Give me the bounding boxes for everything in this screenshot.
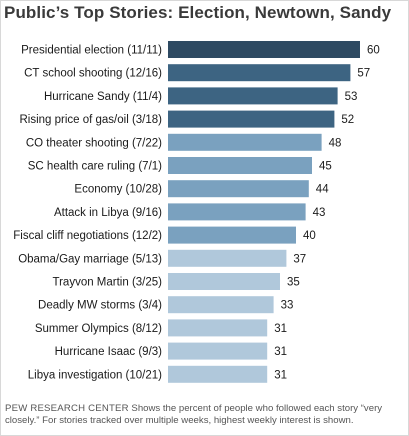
value-label: 44 [316,184,329,196]
bar [168,87,338,105]
value-label: 48 [329,137,342,149]
category-label: CO theater shooting (7/22) [26,137,162,149]
bar [168,249,287,267]
bar [168,180,309,198]
bar [168,203,306,221]
chart-title: Public’s Top Stories: Election, Newtown,… [4,3,392,22]
value-label: 31 [274,323,287,335]
category-label: Summer Olympics (8/12) [35,323,162,335]
value-label: 31 [274,369,287,381]
category-label: Trayvon Martin (3/25) [53,277,163,289]
category-label: Obama/Gay marriage (5/13) [18,253,162,265]
category-label: Presidential election (11/11) [21,45,162,57]
bar [168,64,351,82]
bar [168,273,280,290]
bar [168,41,360,58]
footnote: PEW RESEARCH CENTER Shows the percent of… [5,403,405,427]
category-label: Attack in Libya (9/16) [54,207,162,219]
bar [168,133,322,151]
category-label: SC health care ruling (7/1) [28,161,162,173]
category-label: Fiscal cliff negotiations (12/2) [13,230,162,242]
value-label: 31 [274,346,287,358]
value-label: 33 [281,300,294,312]
bar [168,226,296,244]
bar [168,157,312,174]
value-label: 60 [367,45,380,57]
value-label: 45 [319,161,332,173]
bar [168,342,268,360]
category-label: Economy (10/28) [74,184,162,196]
value-label: 57 [357,68,370,80]
footnote-text: Shows the percent of people who followed… [5,403,383,426]
category-label: Hurricane Isaac (9/3) [55,346,163,358]
value-label: 52 [341,114,354,126]
value-label: 40 [303,230,316,242]
value-label: 35 [287,277,300,289]
bar [168,365,268,383]
category-label: Hurricane Sandy (11/4) [44,91,162,103]
category-label: Libya investigation (10/21) [28,369,162,381]
value-label: 43 [313,207,326,219]
bar [168,296,274,314]
bar [168,110,335,128]
footnote-source: PEW RESEARCH CENTER [5,403,129,414]
category-label: Rising price of gas/oil (3/18) [19,114,162,126]
category-label: CT school shooting (12/16) [24,68,162,80]
value-label: 53 [345,91,358,103]
category-label: Deadly MW storms (3/4) [38,300,162,312]
value-label: 37 [293,253,306,265]
bar [168,319,268,337]
